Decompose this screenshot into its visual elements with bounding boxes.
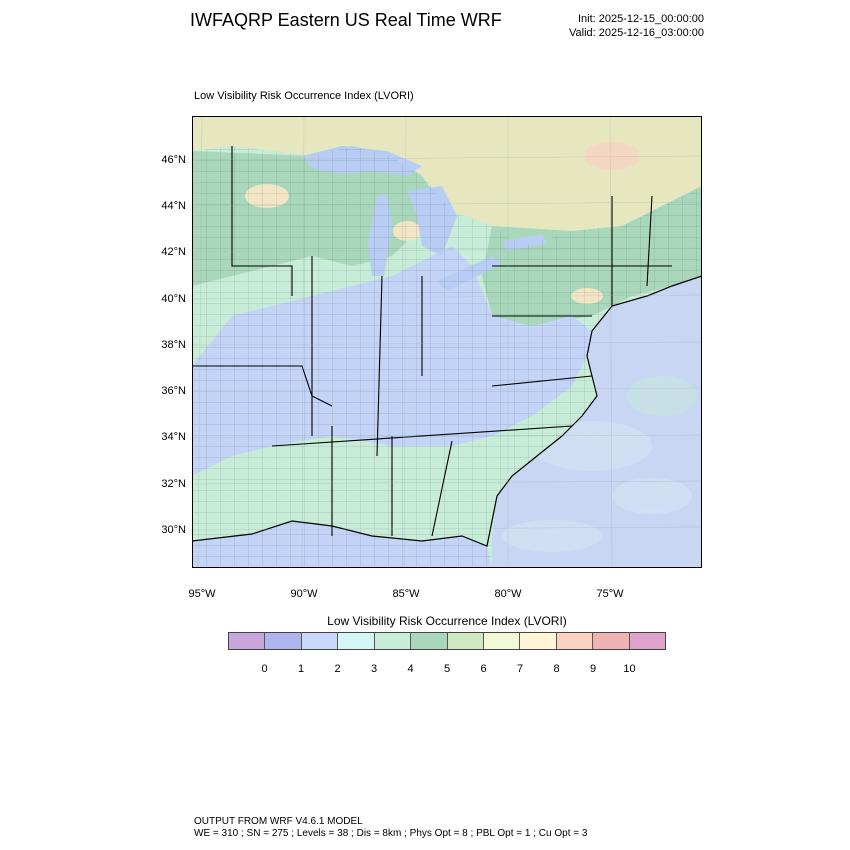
colorbar-cell: [265, 633, 302, 649]
lon-label-80: 80°W: [494, 588, 522, 600]
colorbar-tick-label: 0: [261, 663, 268, 675]
colorbar-tick-label: 1: [297, 663, 305, 675]
colorbar-cell: [374, 633, 412, 649]
lat-label-42: 42°N: [161, 246, 186, 258]
lat-label-36: 36°N: [161, 385, 186, 397]
colorbar: [228, 632, 666, 650]
hot-spot: [584, 142, 640, 170]
colorbar-tick-label: 4: [407, 663, 414, 675]
colorbar-cell: [556, 633, 594, 649]
colorbar-tick-label: 7: [516, 663, 524, 675]
colorbar-cell: [301, 633, 339, 649]
coastline: [192, 275, 702, 547]
lat-label-46: 46°N: [161, 154, 186, 166]
forecast-map: [192, 116, 702, 568]
valid-time: Valid: 2025-12-16_03:00:00: [569, 27, 704, 39]
canada-land: [192, 116, 702, 246]
colorbar-cell: [229, 633, 266, 649]
county-lines: [192, 146, 702, 568]
colorbar-cell: [338, 633, 375, 649]
colorbar-cell: [593, 633, 630, 649]
colorbar-tick-label: 9: [589, 663, 597, 675]
lon-label-85: 85°W: [392, 588, 420, 600]
lon-label-90: 90°W: [290, 588, 318, 600]
colorbar-tick-label: 3: [370, 663, 378, 675]
colorbar-tick-label: 2: [334, 663, 341, 675]
lat-label-32: 32°N: [161, 478, 186, 490]
model-info-line-1: OUTPUT FROM WRF V4.6.1 MODEL: [194, 816, 363, 827]
colorbar-cell: [447, 633, 484, 649]
lat-label-40: 40°N: [161, 293, 186, 305]
lat-label-30: 30°N: [161, 524, 186, 536]
colorbar-tick-label: 6: [480, 663, 487, 675]
init-time: Init: 2025-12-15_00:00:00: [578, 13, 704, 25]
lon-label-95: 95°W: [188, 588, 216, 600]
colorbar-tick-label: 10: [623, 663, 636, 675]
colorbar-tick-label: 5: [443, 663, 451, 675]
lon-label-75: 75°W: [596, 588, 624, 600]
colorbar-cell: [483, 633, 521, 649]
ocean-texture: [502, 376, 697, 552]
graticule: [192, 116, 702, 568]
colorbar-cell: [520, 633, 557, 649]
lat-label-44: 44°N: [161, 200, 186, 212]
map-border: [192, 116, 702, 568]
panel-label: Low Visibility Risk Occurrence Index (LV…: [194, 90, 414, 102]
lat-label-38: 38°N: [161, 339, 186, 351]
colorbar-cell: [629, 633, 666, 649]
colorbar-tick-label: 8: [553, 663, 560, 675]
plot-title: IWFAQRP Eastern US Real Time WRF: [190, 10, 502, 30]
state-borders: [192, 146, 672, 537]
model-info-line-2: WE = 310 ; SN = 275 ; Levels = 38 ; Dis …: [194, 828, 588, 839]
lat-label-34: 34°N: [161, 431, 186, 443]
colorbar-title: Low Visibility Risk Occurrence Index (LV…: [327, 614, 567, 628]
colorbar-cell: [411, 633, 448, 649]
